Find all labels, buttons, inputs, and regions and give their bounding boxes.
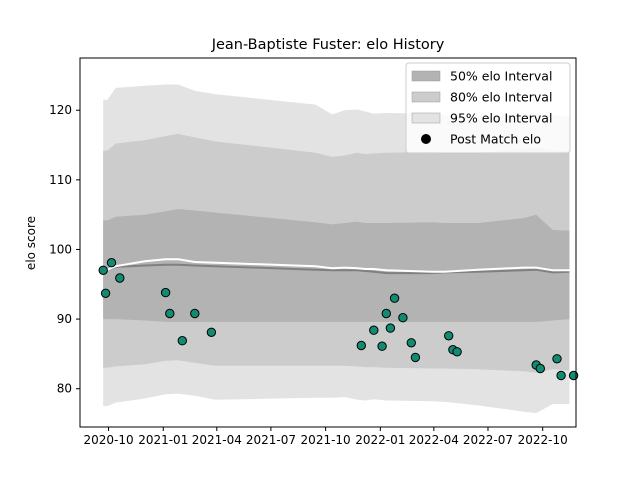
x-tick-label: 2022-07 bbox=[463, 433, 513, 447]
x-tick-label: 2022-01 bbox=[355, 433, 405, 447]
legend: 50% elo Interval 80% elo Interval 95% elo … bbox=[405, 62, 571, 154]
y-tick-label: 100 bbox=[49, 242, 72, 256]
plot-area bbox=[98, 84, 579, 414]
post-match-elo-point bbox=[356, 340, 366, 351]
legend-label: 50% elo Interval bbox=[450, 69, 552, 84]
post-match-elo-point bbox=[398, 313, 408, 323]
mean-elo-line bbox=[103, 258, 570, 273]
post-match-elo-point bbox=[406, 338, 416, 348]
post-match-elo-point bbox=[377, 341, 387, 351]
legend-marker-post-match bbox=[421, 134, 431, 144]
legend-label: 80% elo Interval bbox=[450, 90, 552, 105]
post-match-elo-point bbox=[369, 325, 379, 335]
legend-label: 95% elo Interval bbox=[450, 111, 552, 126]
legend-label: Post Match elo bbox=[450, 132, 541, 147]
post-match-elo-point bbox=[115, 273, 125, 283]
legend-swatch-80 bbox=[411, 91, 441, 103]
y-tick-label: 120 bbox=[49, 103, 72, 117]
x-tick-label: 2022-10 bbox=[518, 433, 568, 447]
post-match-elo-point bbox=[452, 347, 462, 357]
x-tick-label: 2021-07 bbox=[246, 433, 296, 447]
x-tick-label: 2020-10 bbox=[83, 433, 133, 447]
y-tick-label: 90 bbox=[57, 312, 72, 326]
axes: 2020-10 2021-01 2021-04 2021-07 2021-10 2022-… bbox=[49, 57, 577, 447]
legend-box bbox=[405, 62, 571, 154]
band-50-interval bbox=[103, 209, 570, 322]
post-match-elo-point bbox=[385, 323, 396, 333]
axes-frame bbox=[79, 57, 577, 428]
post-match-elo-point bbox=[556, 370, 566, 381]
median-elo-line bbox=[103, 263, 570, 275]
x-tick-label: 2021-04 bbox=[192, 433, 242, 447]
post-match-elo-point bbox=[98, 265, 108, 275]
y-axis-label: elo score bbox=[24, 216, 38, 270]
x-tick-label: 2021-01 bbox=[138, 433, 188, 447]
legend-swatch-50 bbox=[411, 70, 441, 82]
legend-swatch-95 bbox=[411, 112, 441, 124]
post-match-elo-point bbox=[177, 336, 188, 346]
post-match-elo-point bbox=[389, 293, 400, 303]
x-tick-label: 2022-04 bbox=[409, 433, 459, 447]
post-match-elo-point bbox=[381, 308, 391, 319]
post-match-elo-point bbox=[535, 363, 545, 374]
y-tick-label: 110 bbox=[49, 173, 72, 187]
post-match-elo-point bbox=[552, 354, 562, 364]
post-match-elo-point bbox=[165, 308, 175, 319]
x-tick-label: 2021-10 bbox=[301, 433, 351, 447]
post-match-elo-point bbox=[160, 287, 171, 298]
post-match-elo-point bbox=[106, 258, 117, 268]
y-tick-label: 80 bbox=[57, 382, 72, 396]
post-match-elo-point bbox=[100, 288, 111, 298]
post-match-elo-point bbox=[568, 370, 579, 381]
post-match-elo-point bbox=[190, 308, 200, 319]
post-match-elo-point bbox=[410, 352, 421, 363]
post-match-elo-point bbox=[444, 331, 454, 341]
post-match-elo-point bbox=[206, 327, 217, 337]
chart-title: Jean-Baptiste Fuster: elo History bbox=[211, 37, 445, 53]
